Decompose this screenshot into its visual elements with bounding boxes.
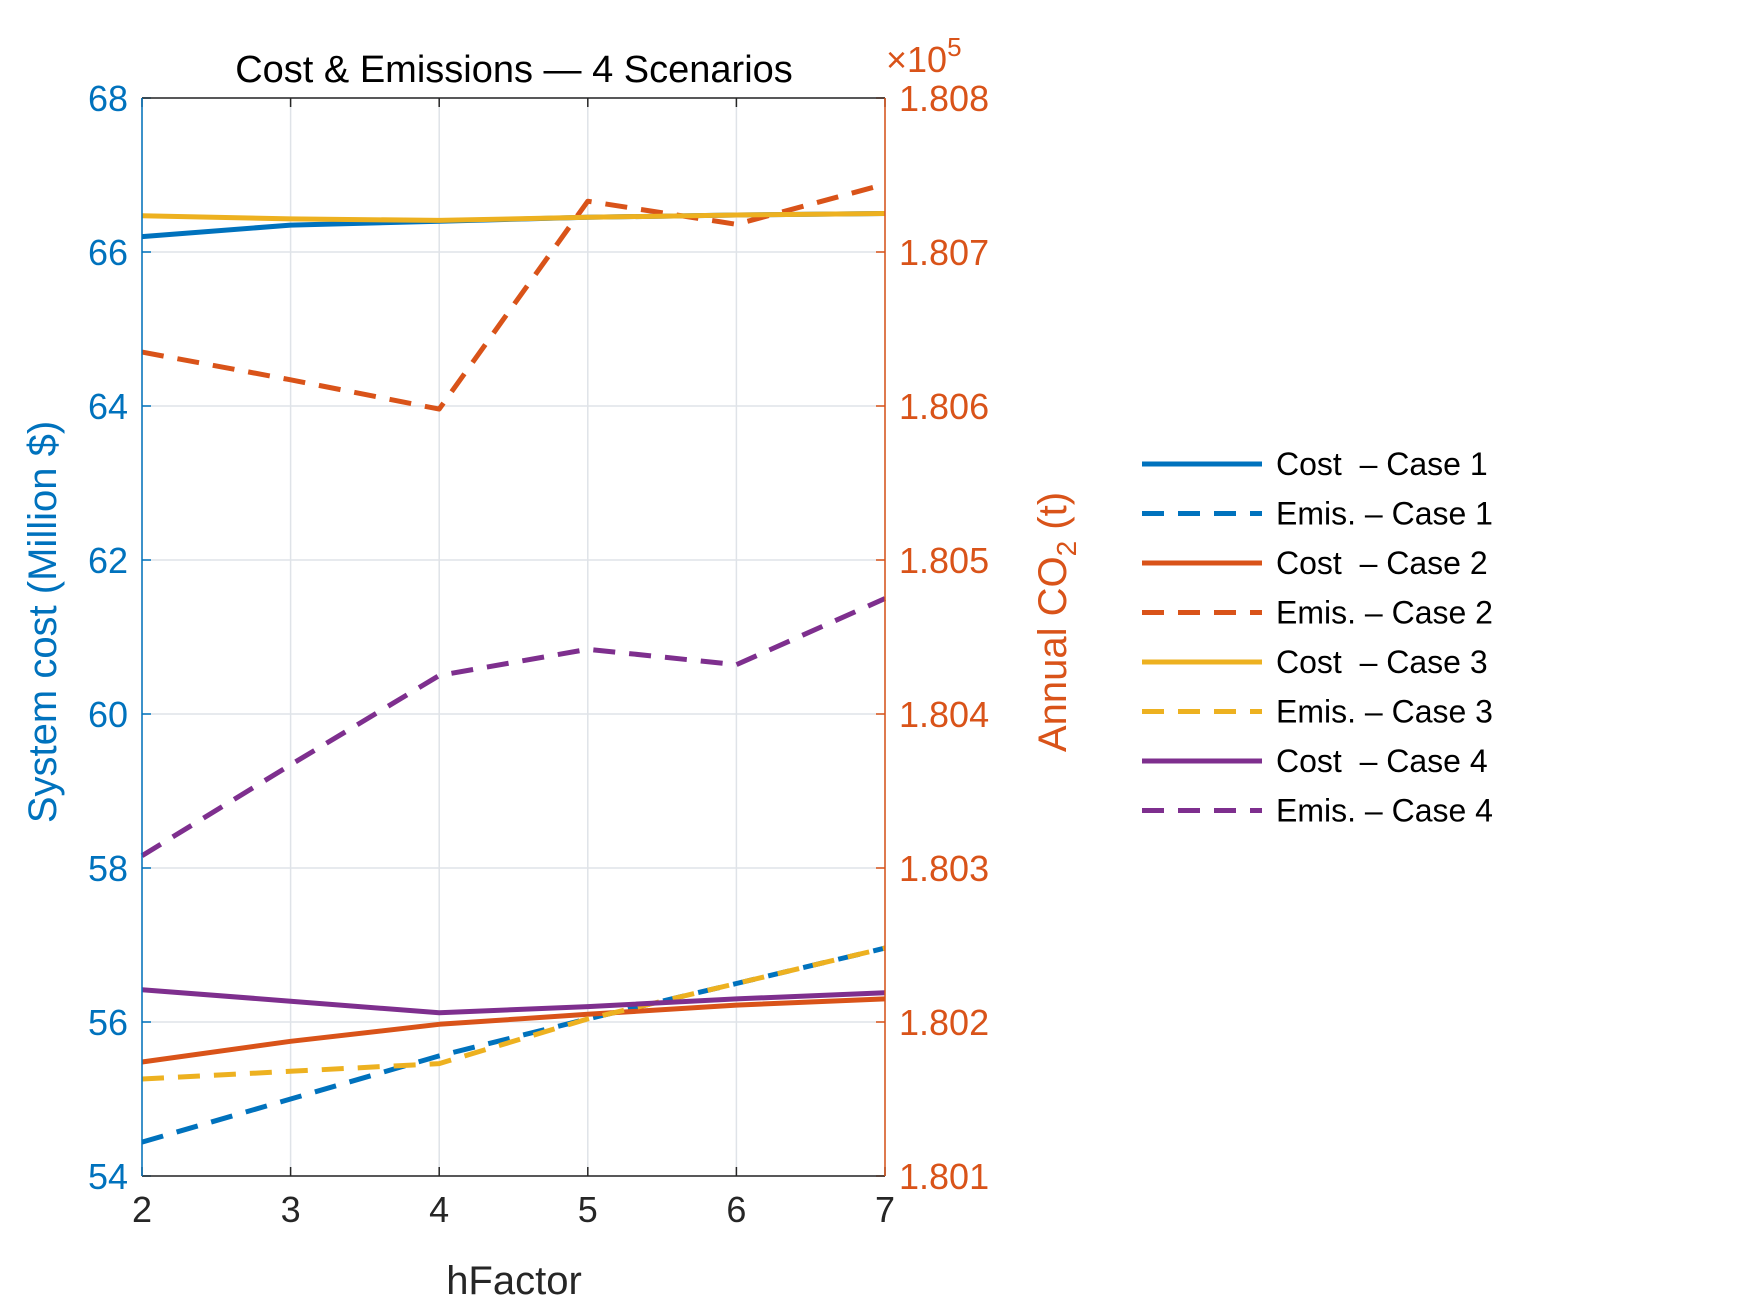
series-line-5 bbox=[141, 211, 886, 223]
left-tick-label: 56 bbox=[88, 1002, 128, 1043]
left-tick-label: 64 bbox=[88, 386, 128, 427]
legend-label-6: Emis. – Case 3 bbox=[1276, 694, 1493, 730]
series-line-6 bbox=[141, 945, 886, 1082]
left-tick-label: 58 bbox=[88, 848, 128, 889]
x-tick-label: 4 bbox=[429, 1189, 449, 1230]
right-axis-label: Annual CO2 (t) bbox=[1031, 492, 1082, 752]
axes: 2 3 4 5 6 754565860626466681.8011.8021.8031.8… bbox=[88, 78, 989, 1230]
legend-label-1: Cost – Case 1 bbox=[1276, 446, 1488, 482]
series-line-3 bbox=[141, 996, 886, 1065]
legend: Cost – Case 1 Emis. – Case 1 Cost – Case 2… bbox=[1142, 446, 1493, 829]
right-tick-label: 1.806 bbox=[899, 386, 989, 427]
series-line-8 bbox=[140, 596, 887, 858]
right-axis-label-subscript: 2 bbox=[1051, 541, 1082, 557]
chart-title: Cost & Emissions — 4 Scenarios bbox=[235, 49, 793, 91]
left-tick-label: 54 bbox=[88, 1156, 128, 1197]
series-lines bbox=[140, 181, 887, 1145]
x-tick-label: 5 bbox=[578, 1189, 598, 1230]
grid-lines bbox=[141, 97, 886, 1177]
legend-label-4: Emis. – Case 2 bbox=[1276, 595, 1493, 631]
series-line-2 bbox=[141, 945, 886, 1145]
right-tick-label: 1.808 bbox=[899, 78, 989, 119]
left-tick-label: 68 bbox=[88, 78, 128, 119]
right-tick-label: 1.804 bbox=[899, 694, 989, 735]
x-tick-label: 2 bbox=[132, 1189, 152, 1230]
legend-label-7: Cost – Case 4 bbox=[1276, 743, 1488, 779]
right-tick-label: 1.807 bbox=[899, 232, 989, 273]
left-tick-label: 66 bbox=[88, 232, 128, 273]
left-tick-label: 62 bbox=[88, 540, 128, 581]
right-axis-exponent-power: 5 bbox=[947, 32, 961, 62]
legend-label-2: Emis. – Case 1 bbox=[1276, 496, 1493, 532]
plot-area bbox=[142, 98, 885, 1176]
x-tick-label: 6 bbox=[726, 1189, 746, 1230]
right-axis-exponent: ×105 bbox=[886, 32, 962, 80]
series-line-7 bbox=[141, 987, 886, 1016]
legend-label-3: Cost – Case 2 bbox=[1276, 545, 1488, 581]
left-tick-label: 60 bbox=[88, 694, 128, 735]
right-tick-label: 1.805 bbox=[899, 540, 989, 581]
legend-label-5: Cost – Case 3 bbox=[1276, 644, 1488, 680]
legend-label-8: Emis. – Case 4 bbox=[1276, 793, 1493, 829]
right-axis-exponent-base: ×10 bbox=[886, 39, 947, 80]
right-axis-label-end: (t) bbox=[1031, 492, 1075, 541]
right-axis-label-main: Annual CO bbox=[1031, 556, 1075, 752]
right-tick-label: 1.801 bbox=[899, 1156, 989, 1197]
right-tick-label: 1.803 bbox=[899, 848, 989, 889]
left-axis-label: System cost (Million $) bbox=[21, 421, 65, 823]
right-tick-label: 1.802 bbox=[899, 1002, 989, 1043]
x-tick-label: 3 bbox=[281, 1189, 301, 1230]
x-tick-label: 7 bbox=[875, 1189, 895, 1230]
x-axis-label: hFactor bbox=[446, 1259, 582, 1303]
series-line-4 bbox=[141, 181, 886, 412]
